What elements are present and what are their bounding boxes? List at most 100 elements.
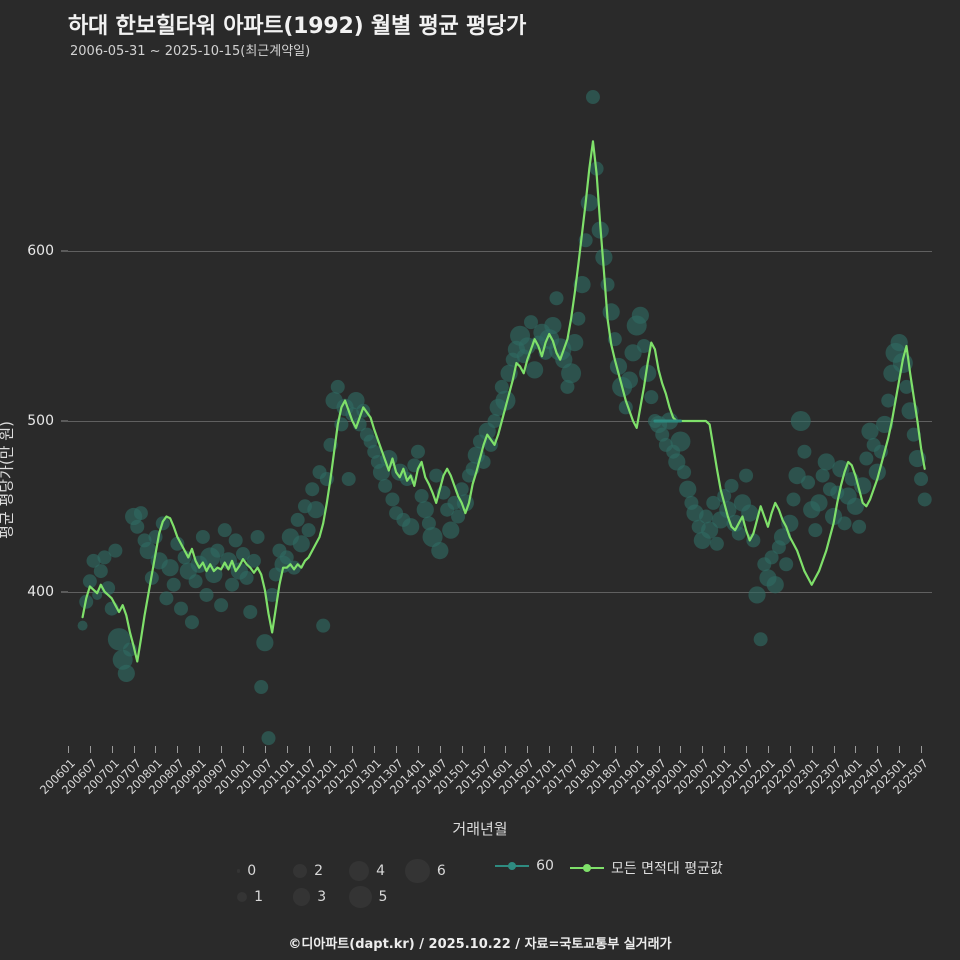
data-bubble — [566, 333, 584, 352]
data-bubble — [764, 550, 779, 565]
x-tick-mark — [680, 746, 682, 753]
x-tick-mark — [702, 746, 704, 753]
data-bubble — [739, 468, 754, 483]
data-bubble — [307, 501, 325, 519]
legend-line-icon — [569, 862, 604, 874]
data-bubble — [817, 453, 835, 471]
data-bubble — [422, 526, 443, 547]
data-bubble — [624, 344, 642, 362]
data-bubble — [561, 363, 582, 384]
legend-size-item: 1 — [237, 889, 293, 905]
x-tick-mark — [89, 746, 91, 753]
data-bubble — [454, 482, 469, 497]
legend-line-entries: 60 모든 면적대 평균값 — [495, 858, 723, 884]
legend-size-label: 4 — [376, 863, 386, 879]
data-bubble — [316, 618, 331, 633]
data-bubble — [107, 628, 131, 651]
data-bubble — [748, 586, 766, 604]
legend-size-item: 6 — [405, 858, 461, 884]
data-bubble — [797, 444, 812, 459]
legend-size-label: 1 — [254, 889, 264, 905]
data-bubble — [824, 507, 843, 526]
data-bubble — [177, 550, 192, 565]
x-tick-mark — [527, 746, 529, 753]
data-bubble — [706, 495, 721, 510]
data-bubble — [133, 506, 148, 521]
x-tick-mark — [374, 746, 376, 753]
y-tick-mark — [61, 420, 68, 422]
x-tick-mark — [242, 746, 244, 753]
data-bubble — [631, 306, 649, 324]
legend-size-label: 3 — [317, 889, 327, 905]
data-bubble — [256, 634, 274, 652]
legend-bubble-icon — [349, 861, 370, 881]
data-bubble — [195, 529, 210, 544]
x-tick-mark — [221, 746, 223, 753]
data-bubble — [330, 379, 345, 394]
data-bubble — [609, 357, 628, 376]
x-tick-mark — [483, 746, 485, 753]
data-bubble — [210, 543, 225, 558]
data-bubble — [239, 570, 254, 585]
legend-size-label: 5 — [378, 888, 388, 905]
data-bubble — [670, 431, 691, 452]
data-bubble — [600, 277, 615, 292]
gridline — [68, 591, 932, 593]
data-bubble — [899, 379, 914, 394]
x-tick-mark — [636, 746, 638, 753]
x-tick-mark — [396, 746, 398, 753]
x-tick-mark — [286, 746, 288, 753]
x-tick-mark — [133, 746, 135, 753]
legend-line-label: 60 — [536, 858, 554, 874]
data-bubble — [881, 393, 896, 408]
x-tick-mark — [505, 746, 507, 753]
x-tick-mark — [877, 746, 879, 753]
data-bubble — [77, 620, 88, 631]
data-bubble — [429, 468, 444, 483]
legend-bubble-icon — [293, 864, 308, 878]
x-tick-mark — [308, 746, 310, 753]
data-bubble — [261, 731, 276, 746]
data-bubble — [199, 587, 214, 602]
data-bubble — [246, 553, 261, 568]
x-tick-mark — [746, 746, 748, 753]
data-bubble — [243, 605, 258, 619]
data-bubble — [801, 475, 816, 490]
legend-line-icon — [495, 860, 530, 872]
data-bubble — [868, 463, 886, 481]
data-bubble — [159, 591, 174, 606]
legend-bubble-icon — [349, 885, 372, 909]
legend-size-label: 6 — [436, 862, 446, 879]
data-bubble — [523, 315, 538, 330]
x-tick-mark — [899, 746, 901, 753]
x-tick-mark — [330, 746, 332, 753]
x-tick-mark — [833, 746, 835, 753]
data-bubble — [779, 557, 794, 572]
data-bubble — [82, 574, 97, 589]
y-tick-mark — [61, 591, 68, 593]
y-tick-mark — [61, 250, 68, 251]
data-bubble — [639, 364, 657, 382]
x-tick-mark — [592, 746, 594, 753]
data-bubble — [161, 559, 179, 577]
x-tick-mark — [264, 746, 266, 753]
x-tick-mark — [921, 746, 923, 753]
legend-line-label: 모든 면적대 평균값 — [610, 861, 723, 877]
legend-size-item: 3 — [293, 888, 349, 906]
data-bubble — [709, 536, 724, 551]
data-bubble — [265, 587, 280, 602]
data-bubble — [170, 536, 185, 551]
x-tick-mark — [549, 746, 551, 753]
data-bubble — [585, 90, 600, 105]
data-bubble — [93, 564, 108, 579]
plot-area — [68, 80, 932, 746]
legend-line-item[interactable]: 모든 면적대 평균값 — [569, 858, 723, 878]
data-bubble — [549, 291, 564, 306]
legend-bubble-icon — [237, 869, 241, 873]
legend-line-item[interactable]: 60 — [495, 858, 554, 874]
data-bubble — [677, 465, 692, 480]
data-bubble — [108, 543, 123, 558]
data-bubble — [86, 553, 101, 568]
data-bubble — [746, 533, 761, 548]
